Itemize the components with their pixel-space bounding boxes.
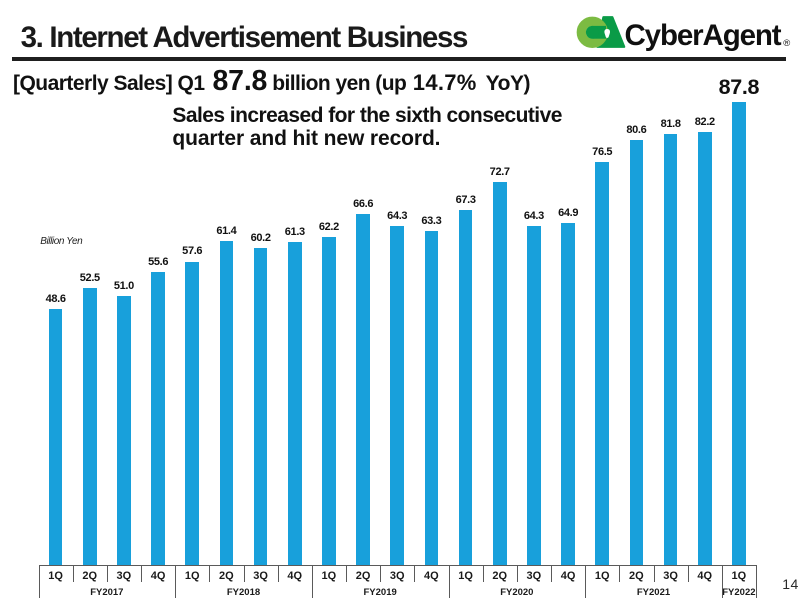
svg-text:CyberAgent: CyberAgent bbox=[625, 19, 782, 52]
svg-text:®: ® bbox=[783, 38, 790, 49]
